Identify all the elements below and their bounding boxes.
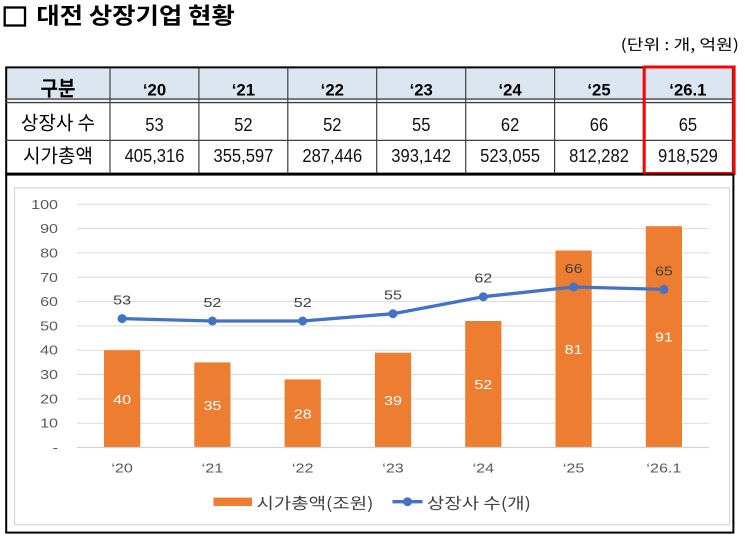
svg-text:81: 81 [565,343,583,357]
svg-text:523,055: 523,055 [480,145,540,166]
svg-text:‘20: ‘20 [143,80,166,99]
svg-text:‘22: ‘22 [321,80,344,99]
svg-text:‘24: ‘24 [473,462,495,476]
svg-text:‘25: ‘25 [563,462,585,476]
svg-text:60: 60 [40,296,58,310]
svg-text:70: 70 [40,271,58,285]
svg-text:812,282: 812,282 [569,145,629,166]
svg-text:-: - [53,442,59,456]
svg-text:405,316: 405,316 [125,145,185,166]
svg-text:66: 66 [590,114,608,135]
svg-text:50: 50 [40,320,58,334]
svg-text:65: 65 [679,114,697,135]
svg-text:‘23: ‘23 [410,80,433,99]
svg-text:‘25: ‘25 [587,80,610,99]
svg-text:39: 39 [384,395,402,409]
svg-text:55: 55 [412,114,430,135]
svg-text:52: 52 [323,114,341,135]
svg-text:52: 52 [294,297,312,311]
svg-text:‘26.1: ‘26.1 [646,462,681,476]
svg-text:10: 10 [40,417,58,431]
svg-text:80: 80 [40,247,58,261]
svg-text:100: 100 [31,198,58,212]
svg-text:‘22: ‘22 [292,462,314,476]
svg-text:‘20: ‘20 [111,462,133,476]
svg-text:53: 53 [145,114,163,135]
svg-text:40: 40 [40,344,58,358]
svg-text:52: 52 [234,114,252,135]
svg-text:65: 65 [655,265,673,279]
svg-text:62: 62 [501,114,519,135]
svg-text:91: 91 [655,331,673,345]
svg-text:918,529: 918,529 [658,145,718,166]
svg-text:35: 35 [203,399,221,413]
svg-text:‘26.1: ‘26.1 [669,80,706,99]
svg-text:‘21: ‘21 [202,462,224,476]
svg-text:66: 66 [565,263,583,277]
svg-text:52: 52 [474,379,492,393]
svg-text:287,446: 287,446 [302,145,362,166]
svg-text:355,597: 355,597 [213,145,273,166]
svg-text:90: 90 [40,223,58,237]
svg-text:‘24: ‘24 [498,80,522,99]
svg-text:53: 53 [113,294,131,308]
svg-text:30: 30 [40,369,58,383]
svg-text:‘23: ‘23 [382,462,404,476]
svg-text:62: 62 [474,272,492,286]
svg-text:20: 20 [40,393,58,407]
svg-text:55: 55 [384,289,402,303]
svg-text:28: 28 [294,408,312,422]
svg-text:52: 52 [203,297,221,311]
svg-text:40: 40 [113,393,131,407]
svg-text:393,142: 393,142 [391,145,451,166]
svg-text:‘21: ‘21 [232,80,255,99]
